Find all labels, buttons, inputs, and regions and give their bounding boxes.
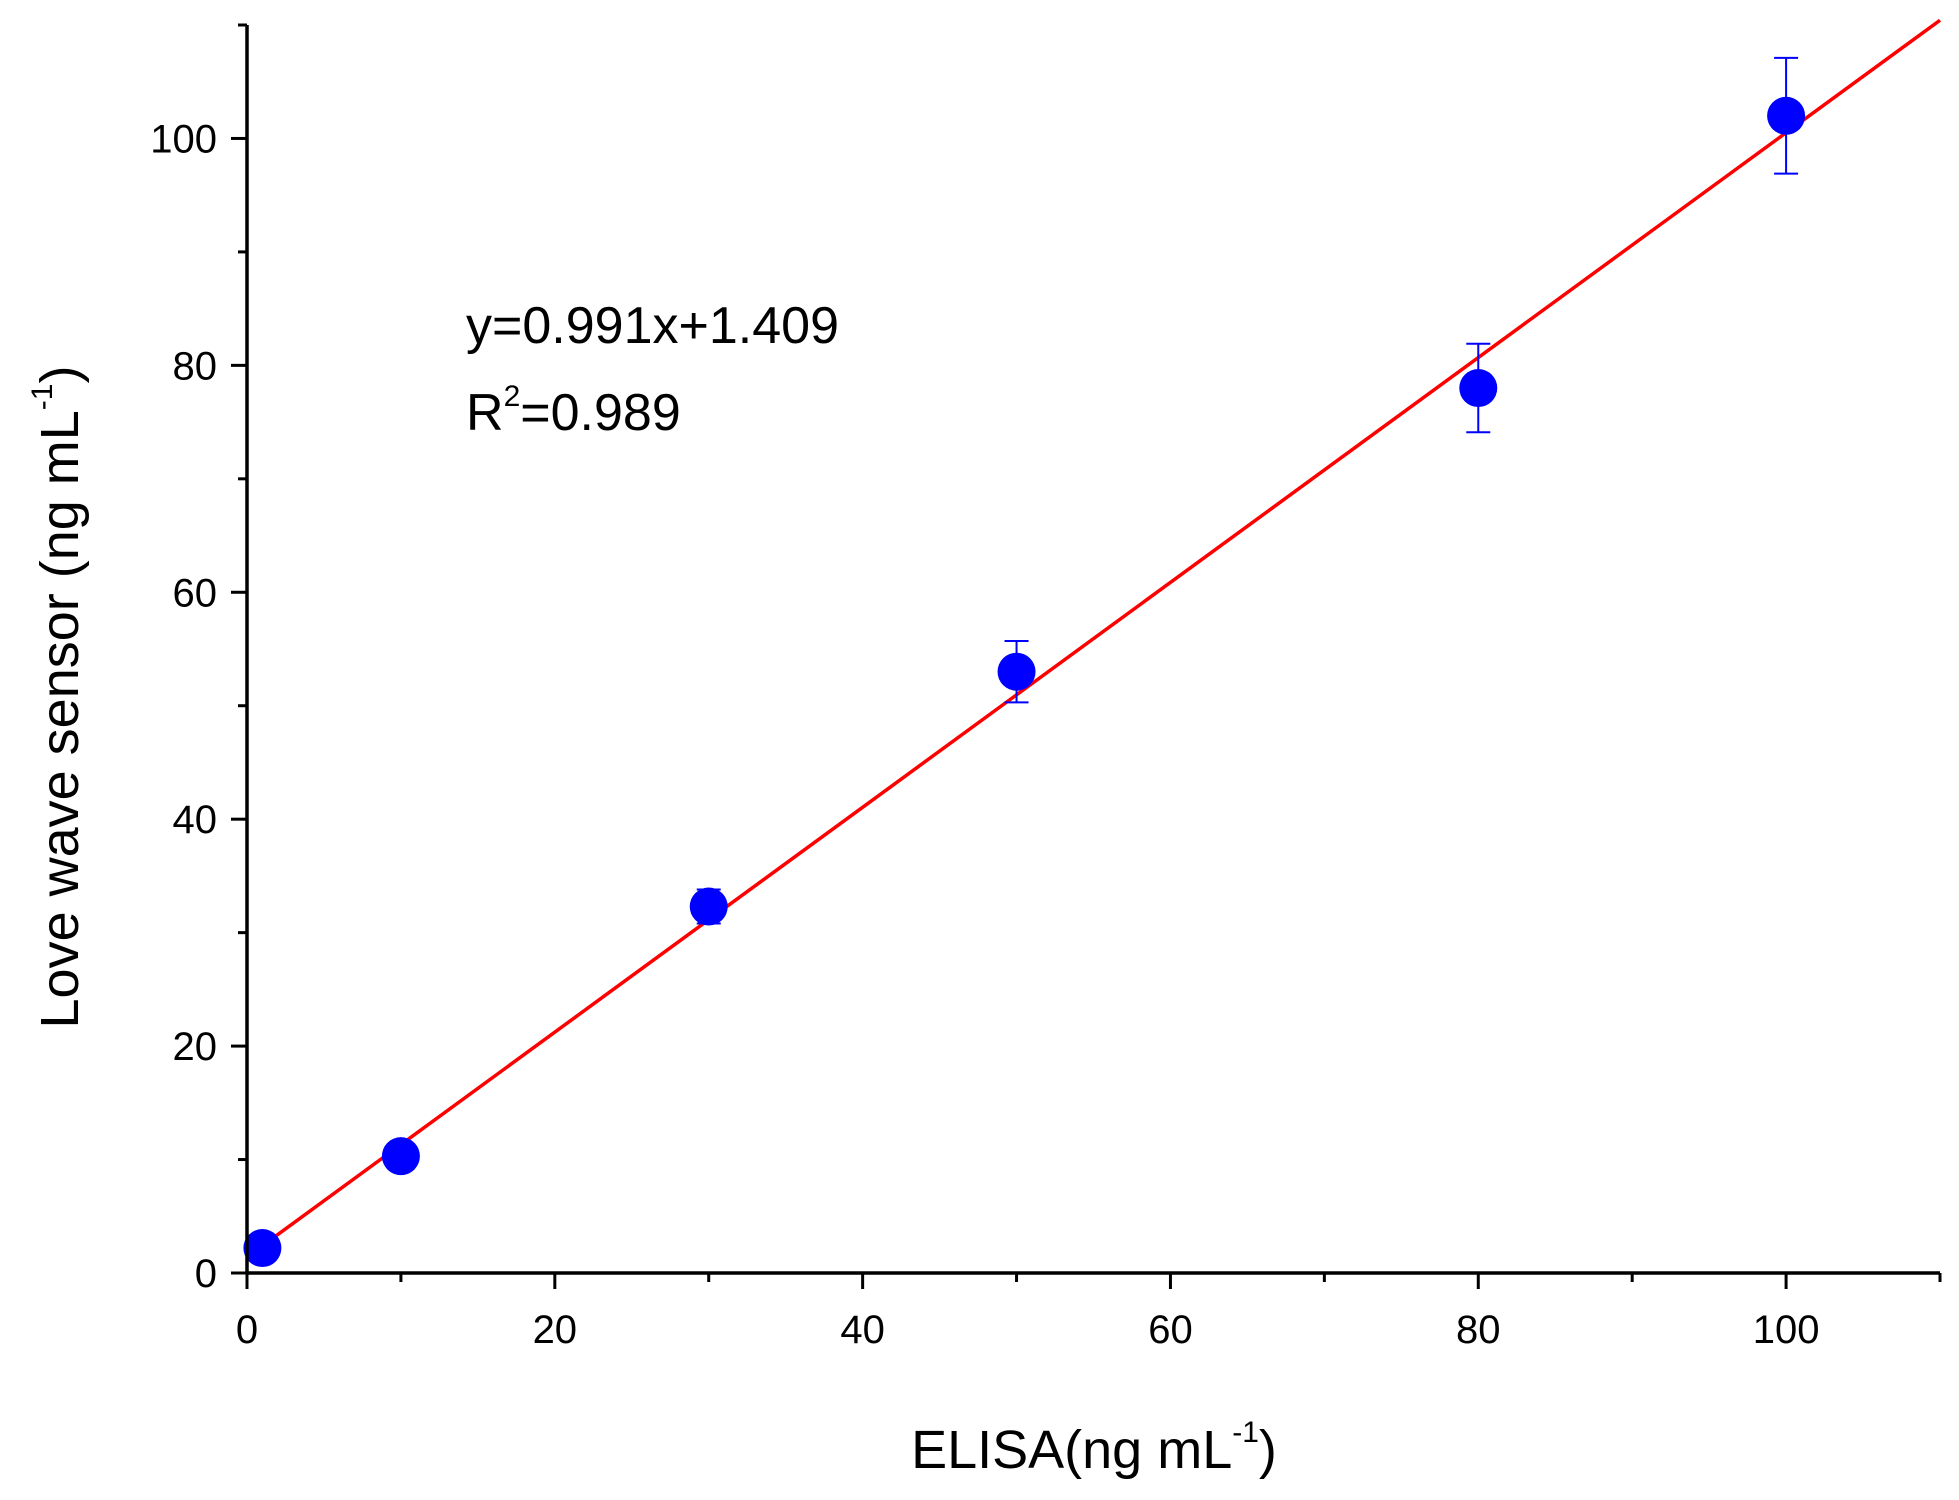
axes-layer: 0 20 40 60 80 100 0 20 40 60 80 100 — [150, 23, 1942, 1352]
data-point — [1767, 96, 1806, 135]
y-tick-label: 100 — [150, 117, 217, 161]
y-axis-title: Love wave sensor (ng mL-1) — [26, 366, 90, 1029]
fit-line-layer — [245, 18, 1942, 1259]
y-tick-label: 40 — [173, 798, 218, 842]
x-tick-label: 0 — [236, 1308, 258, 1352]
x-tick-label: 60 — [1148, 1308, 1193, 1352]
y-tick-label: 0 — [195, 1252, 217, 1296]
data-point — [997, 652, 1036, 691]
x-tick-label: 100 — [1753, 1308, 1820, 1352]
data-point — [381, 1137, 420, 1176]
data-point — [1459, 369, 1498, 408]
x-axis-title: ELISA(ng mL-1) — [911, 1416, 1277, 1480]
data-points-layer — [243, 56, 1806, 1268]
data-point — [689, 887, 728, 926]
x-tick-label: 80 — [1456, 1308, 1501, 1352]
regression-line — [245, 18, 1942, 1259]
y-tick-label: 60 — [173, 571, 218, 615]
x-tick-label: 20 — [533, 1308, 578, 1352]
r-squared-text: R2=0.989 — [466, 380, 681, 442]
equation-text: y=0.991x+1.409 — [466, 297, 839, 355]
y-tick-label: 80 — [173, 344, 218, 388]
data-point — [243, 1229, 282, 1268]
x-tick-label: 40 — [840, 1308, 885, 1352]
y-tick-label: 20 — [173, 1025, 218, 1069]
